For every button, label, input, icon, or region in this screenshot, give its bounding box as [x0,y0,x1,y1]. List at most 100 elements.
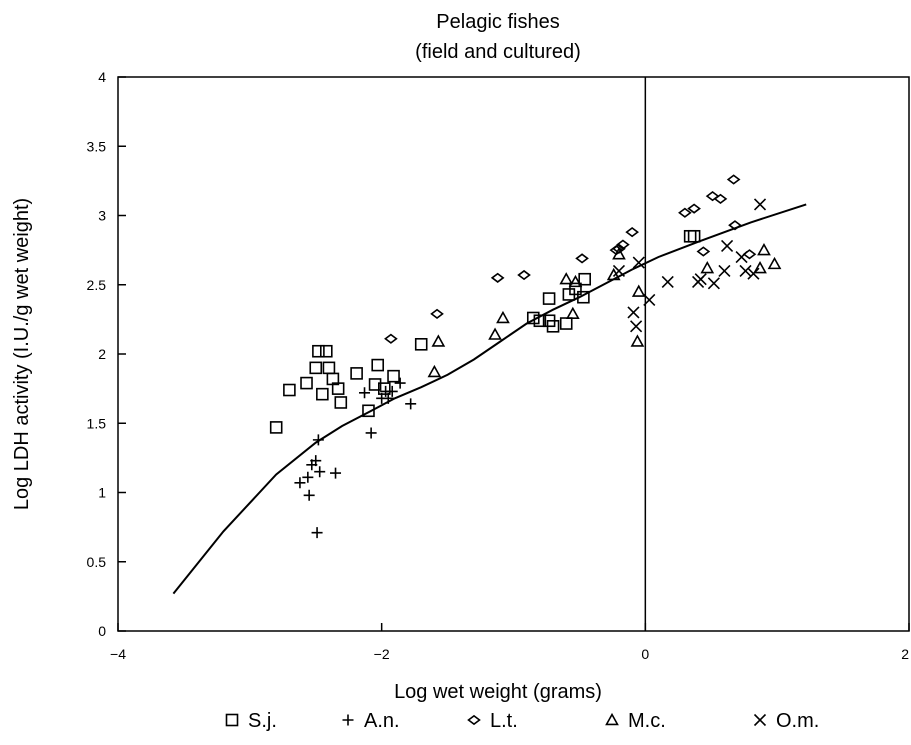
legend-label: S.j. [248,710,277,732]
data-point [350,367,363,380]
data-point [517,269,531,281]
y-tick-label: 3 [98,208,106,224]
legend-marker [605,712,619,726]
data-point [542,292,556,305]
data-point [728,220,742,231]
data-point [368,378,382,391]
x-axis: −4 −2 0 2 [110,623,910,662]
legend-item: A.n. [342,710,400,732]
data-point [309,361,323,375]
data-point [294,477,306,489]
legend-item: M.c. [605,710,666,732]
data-point [575,253,589,264]
data-point [661,275,674,289]
data-point [627,306,640,319]
data-point [559,317,573,330]
data-point [283,383,296,397]
legend-label: A.n. [364,710,400,732]
data-point [322,361,336,375]
legend-marker [753,713,767,727]
data-point [302,471,314,483]
data-point [431,334,446,347]
data-point [533,314,547,328]
data-point [496,310,510,324]
legend-marker [467,714,481,726]
data-point [314,466,326,478]
data-point [569,282,582,296]
data-point [577,290,590,304]
data-point [767,256,782,270]
y-tick-label: 1 [98,485,106,501]
data-point [696,246,711,257]
data-point [678,207,692,218]
data-point [310,455,322,467]
data-point [384,333,398,344]
data-point [430,308,444,319]
data-point [371,358,385,372]
y-axis-label: Log LDH activity (I.U./g wet weight) [11,198,33,510]
data-point [568,274,583,288]
data-point [319,344,333,358]
data-point [700,260,715,274]
data-point [427,364,442,378]
data-point [616,239,630,250]
data-point [359,387,371,399]
data-point [312,434,324,446]
chart-title: Pelagic fishes [436,11,559,33]
data-point [405,398,417,410]
data-point [753,198,767,211]
x-tick-label: 2 [901,646,909,662]
data-point [365,427,377,439]
x-tick-label: −2 [374,646,390,662]
legend-marker [225,713,239,727]
data-point [331,382,345,395]
fit-curve [172,203,807,595]
y-axis: 0 0.5 1 1.5 2 2.5 3 3.5 4 [87,69,126,639]
data-point [625,226,639,238]
data-point [632,256,645,269]
data-point [694,273,707,286]
data-point [386,385,398,397]
x-tick-label: 0 [641,646,649,662]
data-point [726,174,741,185]
data-point [721,239,734,253]
legend: S.j. A.n. L.t. M.c. O.m. [225,710,819,732]
data-point [565,306,580,320]
data-point [311,527,323,539]
y-tick-label: 2.5 [87,277,107,293]
y-tick-label: 0.5 [87,554,107,570]
data-point [300,376,313,390]
data-point [488,327,502,340]
data-point [631,284,646,297]
x-axis-label: Log wet weight (grams) [394,681,602,703]
data-point [269,421,283,434]
data-point [742,249,757,260]
data-point [578,272,591,286]
legend-item: S.j. [225,710,277,732]
data-point [718,264,731,277]
data-point [490,272,505,283]
plot-frame [117,76,910,632]
data-point [630,320,643,333]
data-point [683,229,697,243]
y-tick-label: 4 [98,69,106,85]
series-sj [269,229,701,434]
legend-label: L.t. [490,710,518,732]
data-point [387,369,400,383]
data-point [757,242,771,256]
data-point [707,277,720,290]
series-om [612,198,767,333]
data-point [559,272,574,285]
data-point [753,260,767,274]
data-point [334,396,348,409]
data-point [612,264,626,277]
legend-label: O.m. [776,710,819,732]
data-point [687,229,701,243]
data-point [312,344,325,358]
data-point [630,334,645,347]
data-point [394,377,406,389]
data-point [747,267,760,280]
y-tick-label: 1.5 [87,415,107,431]
